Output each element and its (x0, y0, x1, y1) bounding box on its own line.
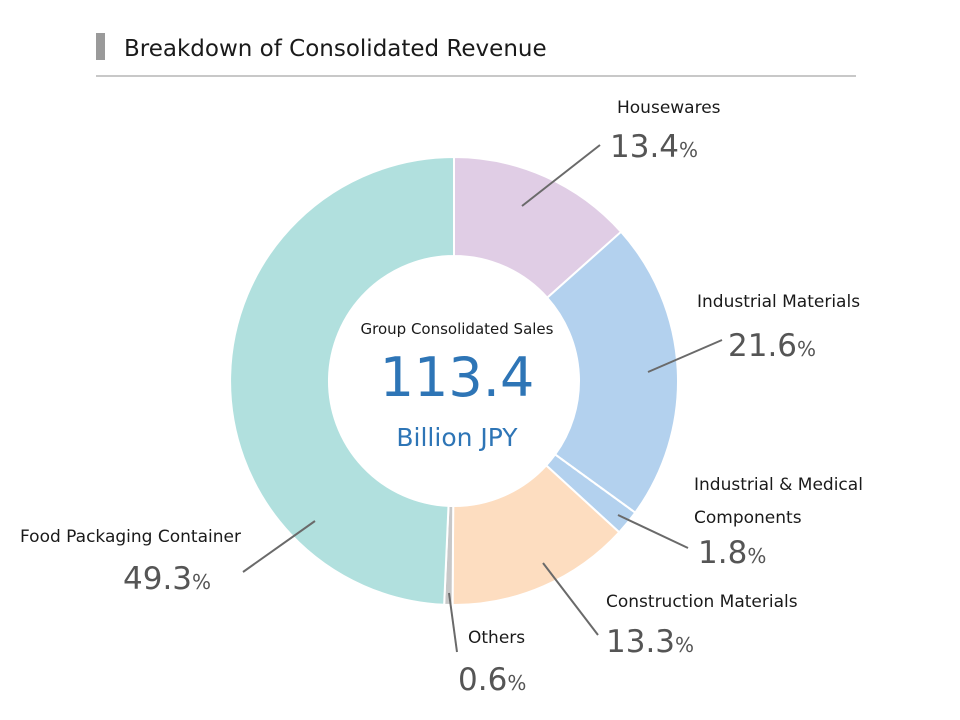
slice-percent-label: 1.8% (698, 535, 766, 571)
slice-percent-label: 0.6% (458, 662, 526, 698)
center-value: 113.4 (380, 346, 535, 409)
donut-slice (229, 155, 455, 606)
donut-slices (229, 155, 679, 607)
slice-category-label: Industrial Materials (697, 292, 860, 312)
center-unit: Billion JPY (396, 423, 518, 452)
slice-category-label: Industrial & Medical (694, 475, 863, 495)
slice-category-label: Construction Materials (606, 592, 798, 612)
title-bar-marker (96, 33, 105, 60)
slice-percent-label: 49.3% (123, 561, 211, 597)
slice-category-label: Others (468, 628, 525, 648)
leader-line (242, 520, 316, 573)
leader-line (521, 144, 601, 207)
chart-title: Breakdown of Consolidated Revenue (124, 36, 547, 62)
donut-slice (545, 230, 679, 515)
slice-category-label: Food Packaging Container (20, 527, 241, 547)
leader-line (647, 339, 723, 373)
slice-percent-label: 21.6% (728, 328, 816, 364)
leader-line (542, 562, 599, 636)
slice-category-label: Housewares (617, 98, 721, 118)
leader-line (448, 592, 458, 653)
leader-lines (242, 144, 723, 653)
slice-percent-label: 13.3% (606, 624, 694, 660)
slice-labels: Housewares 13.4% Industrial Materials 21.6%… (20, 98, 863, 698)
slice-category-label: Components (694, 508, 802, 528)
slice-percent-label: 13.4% (610, 129, 698, 165)
center-label: Group Consolidated Sales (361, 320, 554, 338)
slice-divider-dashed (554, 453, 636, 514)
donut-center: Group Consolidated Sales 113.4 Billion J… (361, 320, 554, 452)
leader-line (617, 514, 689, 549)
